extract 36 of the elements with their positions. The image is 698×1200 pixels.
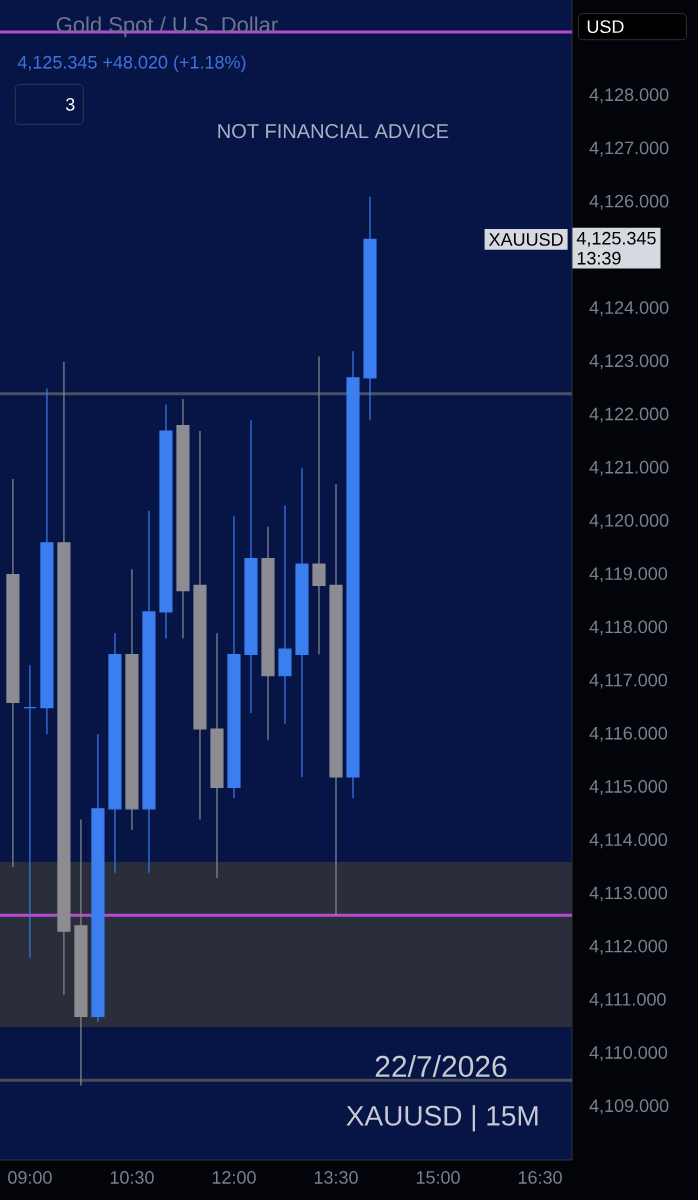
annotation: XAUUSD — [489, 233, 563, 246]
y-tick-label: 4,119.000 — [589, 567, 668, 583]
y-tick-label: 4,109.000 — [589, 1099, 669, 1115]
y-tick-label: 4,112.000 — [589, 939, 668, 955]
x-tick-label: 12:00 — [212, 1171, 256, 1184]
y-tick-label: 4,121.000 — [589, 460, 669, 476]
text: 13:39 — [577, 251, 621, 265]
y-tick-label: 4,123.000 — [589, 354, 669, 370]
y-tick-label: 4,124.000 — [589, 301, 669, 317]
candlestick — [23, 664, 37, 959]
y-tick-label: 4,127.000 — [589, 141, 669, 157]
x-tick-label: 16:30 — [518, 1171, 562, 1184]
y-tick-label: 4,117.000 — [589, 673, 668, 689]
text: USD — [587, 20, 624, 34]
y-tick-label: 4,118.000 — [589, 620, 668, 636]
annotation: XAUUSD | 15M — [346, 1105, 538, 1132]
annotation: 22/7/2026 — [375, 1055, 507, 1078]
text: 4,125.345 +48.020 (+1.18%) — [17, 55, 246, 73]
y-tick-label: 4,116.000 — [589, 726, 668, 742]
x-tick-label: 10:30 — [110, 1171, 154, 1184]
y-tick-label: 4,120.000 — [589, 514, 669, 529]
y-tick-label: 4,111.000 — [589, 992, 666, 1008]
x-tick-label: 15:00 — [416, 1171, 460, 1184]
text: 4,125.345 — [576, 231, 656, 247]
y-tick-label: 4,113.000 — [589, 886, 668, 902]
y-tick-label: 4,110.000 — [589, 1046, 668, 1061]
y-tick-label: 4,128.000 — [589, 88, 669, 104]
annotation: NOT FINANCIAL ADVICE — [218, 124, 449, 139]
x-tick-label: 13:30 — [314, 1171, 358, 1184]
y-tick-label: 4,126.000 — [589, 194, 669, 210]
annotation: 3 — [65, 98, 75, 111]
y-tick-label: 4,114.000 — [589, 833, 668, 849]
y-tick-label: 4,122.000 — [589, 407, 669, 423]
y-tick-label: 4,115.000 — [589, 780, 668, 795]
candlestick — [312, 355, 326, 656]
x-tick-label: 09:00 — [8, 1171, 52, 1184]
